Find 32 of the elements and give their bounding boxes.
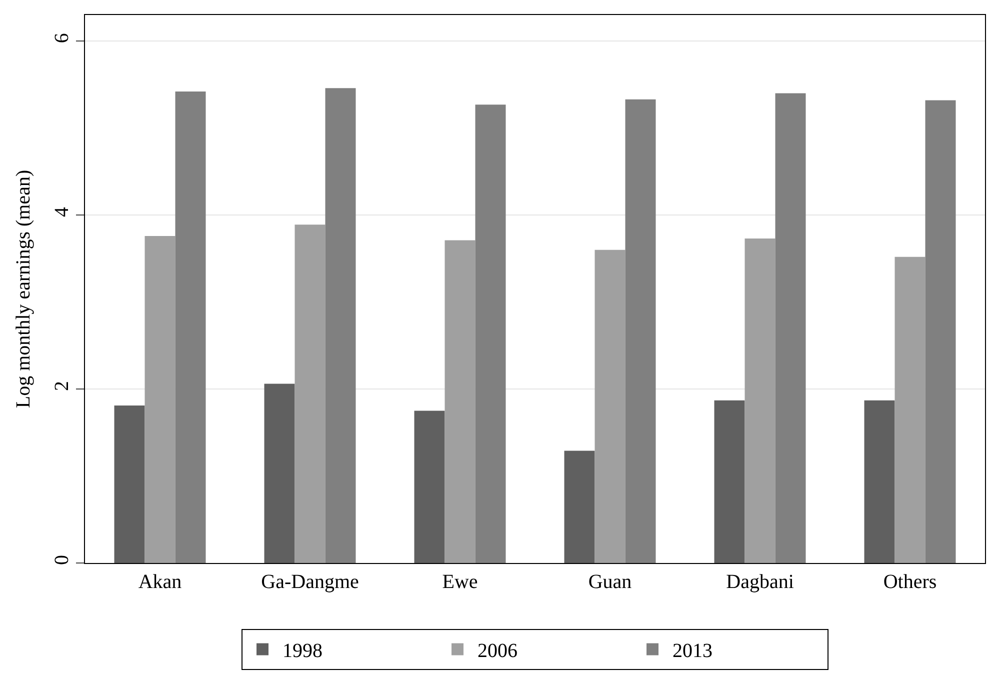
bar — [925, 100, 956, 563]
legend-label: 2013 — [672, 640, 712, 662]
y-axis-title: Log monthly earnings (mean) — [12, 170, 34, 408]
bar — [475, 104, 506, 563]
y-tick-label: 2 — [51, 381, 73, 392]
bar — [444, 240, 476, 563]
bar — [564, 450, 595, 563]
bar — [144, 236, 176, 563]
bar — [175, 92, 206, 563]
x-tick-label: Guan — [588, 571, 632, 593]
bar — [625, 99, 656, 563]
bar — [294, 224, 326, 563]
x-tick-label: Ewe — [442, 571, 478, 593]
y-tick-label: 0 — [51, 555, 73, 565]
bar — [775, 93, 806, 563]
x-tick-label: Akan — [138, 571, 182, 593]
bar — [264, 384, 295, 563]
bar — [744, 238, 776, 563]
y-tick-label: 6 — [51, 33, 73, 44]
x-tick-label: Dagbani — [726, 571, 794, 593]
y-tick-label: 4 — [51, 207, 73, 218]
bar — [714, 400, 745, 563]
bar — [114, 406, 145, 563]
bar — [594, 250, 626, 563]
bar — [325, 88, 356, 563]
bar — [414, 410, 445, 563]
x-tick-label: Others — [883, 571, 937, 593]
bar — [894, 256, 926, 563]
x-tick-label: Ga-Dangme — [261, 571, 359, 593]
bar — [864, 400, 895, 563]
legend-label: 1998 — [282, 640, 322, 662]
legend-label: 2006 — [478, 640, 518, 662]
